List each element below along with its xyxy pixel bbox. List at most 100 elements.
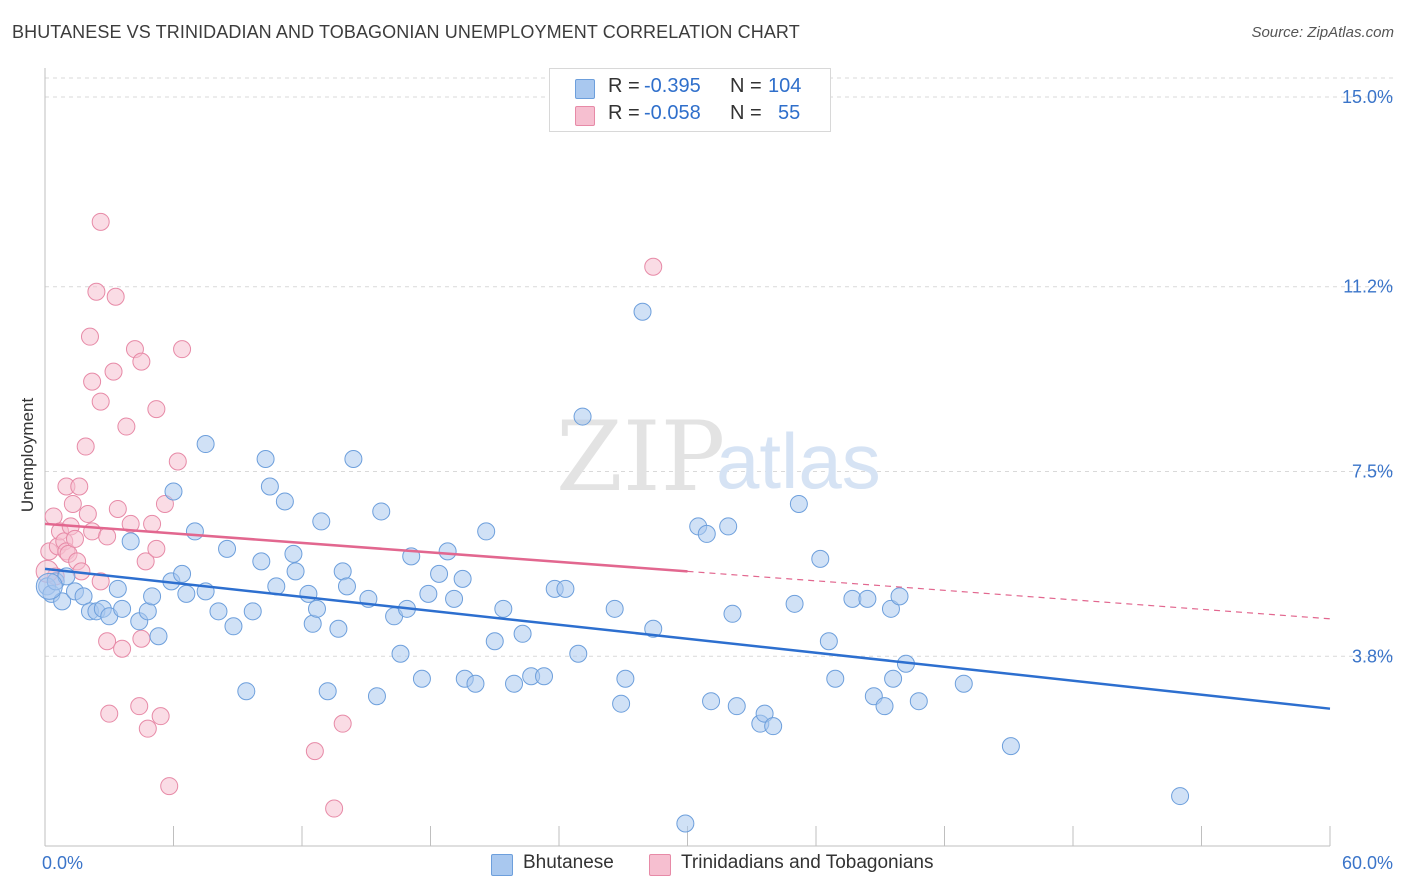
n-value: 55 — [778, 102, 801, 124]
data-point-bhutanese — [312, 512, 331, 531]
data-point-bhutanese — [505, 674, 524, 693]
trend-line-trinidadian-extension — [687, 570, 1331, 620]
data-point-bhutanese — [785, 594, 804, 613]
data-point-bhutanese — [329, 619, 348, 638]
r-label: R = — [608, 102, 640, 124]
pink-swatch — [649, 854, 671, 876]
data-point-bhutanese — [177, 584, 196, 603]
data-point-bhutanese — [764, 717, 783, 736]
data-point-trinidadian — [151, 707, 170, 726]
data-point-trinidadian — [80, 327, 99, 346]
data-point-bhutanese — [1001, 737, 1020, 756]
data-point-trinidadian — [104, 362, 123, 381]
data-point-trinidadian — [173, 340, 192, 359]
data-point-trinidadian — [83, 522, 102, 541]
data-point-bhutanese — [858, 589, 877, 608]
data-point-trinidadian — [87, 282, 106, 301]
axes — [44, 68, 1331, 847]
data-point-bhutanese — [337, 577, 356, 596]
data-point-bhutanese — [284, 544, 303, 563]
data-point-bhutanese — [569, 644, 588, 663]
data-point-bhutanese — [209, 602, 228, 621]
n-label: N = — [730, 102, 762, 124]
data-point-bhutanese — [108, 579, 127, 598]
data-point-bhutanese — [53, 592, 72, 611]
data-point-bhutanese — [164, 482, 183, 501]
data-point-bhutanese — [644, 619, 663, 638]
data-point-bhutanese — [573, 407, 592, 426]
data-point-bhutanese — [218, 539, 237, 558]
data-point-bhutanese — [535, 667, 554, 686]
data-point-trinidadian — [136, 552, 155, 571]
data-point-bhutanese — [890, 587, 909, 606]
data-point-bhutanese — [173, 564, 192, 583]
correlation-legend: R = -0.395 N = 104 R = -0.058 N = 55 — [549, 68, 831, 132]
data-point-trinidadian — [117, 417, 136, 436]
data-point-trinidadian — [147, 539, 166, 558]
data-point-bhutanese — [333, 562, 352, 581]
data-point-bhutanese — [826, 669, 845, 688]
data-point-trinidadian — [65, 529, 84, 548]
data-point-bhutanese — [719, 517, 738, 536]
data-point-trinidadian — [305, 742, 324, 761]
data-point-bhutanese — [477, 522, 496, 541]
data-point-trinidadian — [100, 704, 119, 723]
blue-swatch — [575, 79, 595, 99]
data-point-trinidadian — [130, 697, 149, 716]
legend-row-trinidadian: R = -0.058 N = 55 — [550, 102, 830, 128]
data-point-trinidadian — [91, 392, 110, 411]
data-point-bhutanese — [143, 587, 162, 606]
legend-label: Trinidadians and Tobagonians — [681, 852, 934, 873]
trend-line-bhutanese — [44, 567, 1331, 710]
data-point-bhutanese — [430, 564, 449, 583]
data-point-bhutanese — [875, 697, 894, 716]
data-point-bhutanese — [843, 589, 862, 608]
data-point-bhutanese — [789, 494, 808, 513]
data-point-bhutanese — [113, 599, 132, 618]
data-point-trinidadian — [91, 212, 110, 231]
n-value: 104 — [768, 75, 802, 97]
data-point-trinidadian — [108, 499, 127, 518]
data-point-bhutanese — [237, 682, 256, 701]
data-point-bhutanese — [633, 302, 652, 321]
data-point-bhutanese — [909, 692, 928, 711]
data-point-bhutanese — [391, 644, 410, 663]
trend-lines — [44, 522, 1331, 710]
data-point-trinidadian — [155, 494, 174, 513]
data-point-bhutanese — [819, 632, 838, 651]
data-point-trinidadian — [132, 629, 151, 648]
source-label: Source: ZipAtlas.com — [1251, 24, 1394, 41]
data-point-bhutanese — [260, 477, 279, 496]
data-point-bhutanese — [438, 542, 457, 561]
data-point-bhutanese — [196, 435, 215, 454]
data-point-bhutanese — [556, 579, 575, 598]
data-point-bhutanese — [466, 674, 485, 693]
x-tick-label: 0.0% — [42, 853, 83, 873]
data-point-bhutanese — [723, 604, 742, 623]
grid-lines — [45, 77, 1395, 657]
y-tick-label: 15.0% — [1342, 87, 1393, 107]
data-point-trinidadian — [143, 514, 162, 533]
pink-swatch — [575, 106, 595, 126]
n-label: N = — [730, 75, 762, 97]
data-point-trinidadian — [160, 777, 179, 796]
pink-series-points — [35, 212, 663, 818]
legend-row-bhutanese: R = -0.395 N = 104 — [550, 75, 830, 101]
data-point-trinidadian — [325, 799, 344, 818]
data-point-bhutanese — [252, 552, 271, 571]
data-point-bhutanese — [485, 632, 504, 651]
data-point-bhutanese — [616, 669, 635, 688]
data-point-bhutanese — [303, 614, 322, 633]
tick-labels: 3.8% 7.5% 11.2% 15.0% 0.0% 60.0% — [42, 87, 1393, 873]
data-point-trinidadian — [70, 477, 89, 496]
chart-title: BHUTANESE VS TRINIDADIAN AND TOBAGONIAN … — [12, 22, 800, 42]
data-point-bhutanese — [1171, 787, 1190, 806]
data-point-bhutanese — [286, 562, 305, 581]
data-point-bhutanese — [445, 589, 464, 608]
data-point-bhutanese — [367, 687, 386, 706]
data-point-bhutanese — [697, 524, 716, 543]
blue-series-points — [35, 302, 1190, 833]
data-point-trinidadian — [91, 572, 110, 591]
data-point-bhutanese — [605, 599, 624, 618]
